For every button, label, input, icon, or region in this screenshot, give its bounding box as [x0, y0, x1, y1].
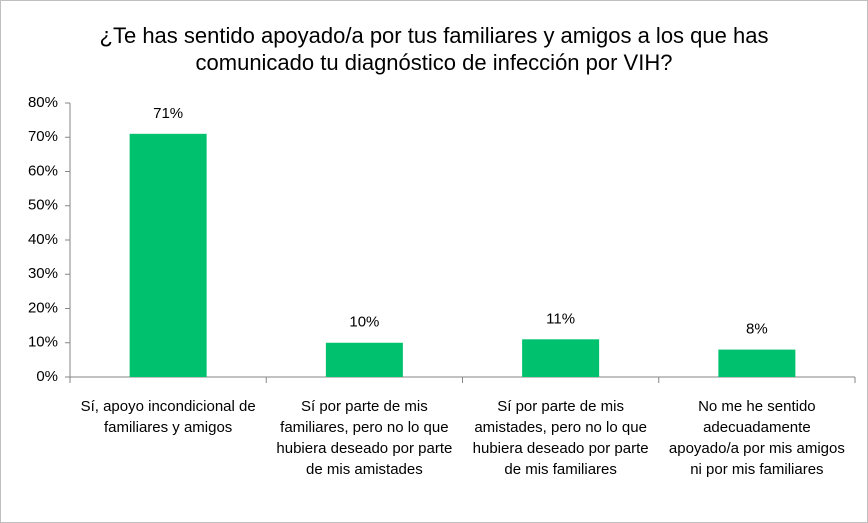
y-tick-label: 70% [28, 128, 58, 145]
bar [522, 339, 600, 377]
y-tick-label: 30% [28, 265, 58, 282]
data-label: 10% [349, 314, 379, 331]
x-tick-label: Sí por parte de mis familiares, pero no … [276, 398, 453, 478]
chart-title: ¿Te has sentido apoyado/a por tus famili… [99, 23, 769, 75]
y-tick-label: 20% [28, 299, 58, 316]
bar [718, 349, 796, 377]
y-tick-label: 80% [28, 94, 58, 111]
y-tick-label: 10% [28, 334, 58, 351]
y-tick-label: 60% [28, 162, 58, 179]
y-tick-label: 40% [28, 231, 58, 248]
x-tick-label: No me he sentido adecuadamente apoyado/a… [668, 398, 845, 478]
bar [325, 342, 403, 377]
x-tick-label: Sí, apoyo incondicional de familiares y … [80, 398, 256, 436]
y-tick-label: 0% [36, 368, 58, 385]
data-label: 11% [546, 310, 575, 327]
y-tick-label: 50% [28, 197, 58, 214]
data-label: 71% [153, 105, 183, 122]
data-label: 8% [746, 321, 768, 338]
x-tick-label: Sí por parte de mis amistades, pero no l… [472, 398, 649, 478]
bar [129, 133, 207, 377]
